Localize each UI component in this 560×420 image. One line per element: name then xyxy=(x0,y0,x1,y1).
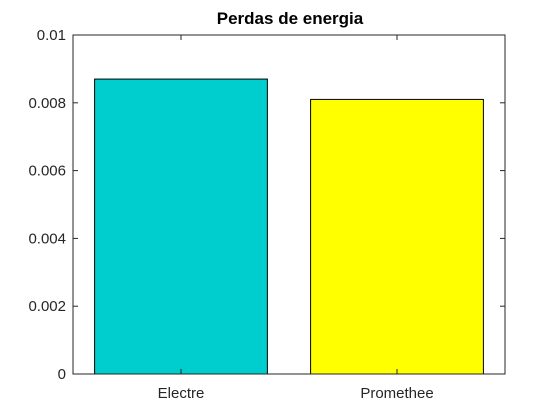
bar-electre xyxy=(94,78,268,375)
y-tick-label: 0 xyxy=(58,366,66,383)
chart-title: Perdas de energia xyxy=(217,9,364,28)
x-tick-label: Electre xyxy=(158,385,205,402)
y-tick-label: 0.006 xyxy=(28,163,66,180)
y-tick-label: 0.01 xyxy=(37,27,66,44)
x-tick-label: Promethee xyxy=(360,385,433,402)
bar-promethee xyxy=(310,98,484,375)
x-ticks-group: Electre Promethee xyxy=(158,35,434,402)
y-ticks-group: 0 0.002 0.004 0.006 0.008 0.01 xyxy=(28,27,505,383)
y-tick-label: 0.004 xyxy=(28,230,66,247)
axes-group xyxy=(72,34,506,375)
y-tick-label: 0.002 xyxy=(28,298,66,315)
y-tick-label: 0.008 xyxy=(28,95,66,112)
plot-box xyxy=(72,34,506,375)
bars-group xyxy=(94,78,484,375)
